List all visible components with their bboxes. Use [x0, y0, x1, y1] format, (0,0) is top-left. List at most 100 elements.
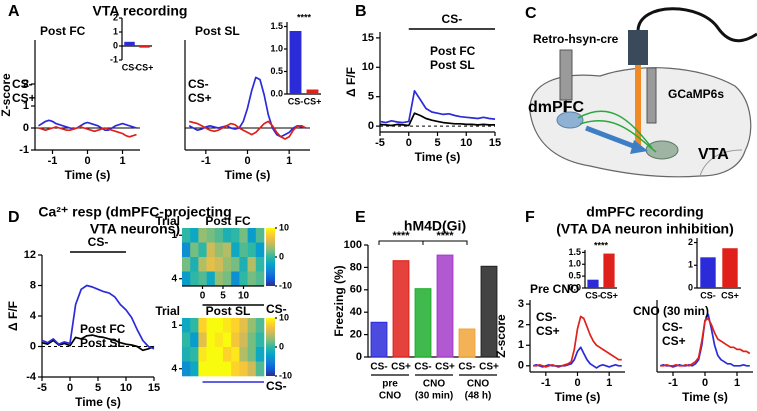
heatmap-cell: [255, 347, 265, 362]
heatmap-cell: [239, 361, 248, 377]
y-tick-label: 3: [518, 298, 524, 310]
inset-y-tick-label: 0.0: [568, 282, 581, 292]
heatmap-cell: [190, 347, 199, 362]
injection-site: [556, 111, 584, 129]
inset-category-label: CS-: [122, 62, 138, 72]
colorbar-tick-label: 10: [279, 222, 289, 232]
inset-category-label: CS-: [288, 96, 304, 106]
heatmap-cell: [206, 271, 216, 287]
series-line: [41, 284, 155, 350]
x-axis-label: Time (s): [555, 390, 601, 404]
inset-category-label: CS-: [700, 290, 716, 300]
inset-y-tick-label: 1: [688, 260, 693, 270]
y-tick-label: 1: [171, 320, 177, 331]
y-tick-label: 60: [350, 284, 362, 296]
target-label: VTA: [698, 146, 729, 163]
heatmap-cell: [214, 228, 224, 243]
y-tick-label: -1: [19, 144, 29, 156]
fiber-cable: [636, 7, 757, 43]
heatmap-cell: [231, 228, 240, 243]
heatmap-cell: [182, 361, 191, 377]
heatmap-cell: [190, 242, 199, 258]
inset-category-label: CS+: [600, 290, 618, 300]
y-tick-label: 12: [24, 249, 36, 261]
heatmap-cell: [239, 318, 248, 333]
x-tick-label: -5: [375, 137, 385, 149]
legend-label: Post SL: [430, 58, 475, 72]
indicator-label: GCaMP6s: [668, 87, 724, 101]
heatmap-cell: [247, 361, 257, 377]
significance-label: ****: [436, 230, 454, 242]
legend-label: CS-: [188, 77, 209, 91]
source-label: dmPFC: [528, 99, 584, 116]
inset-y-tick-label: 1.5: [270, 21, 283, 31]
heatmap-cell: [255, 361, 265, 377]
heatmap-cell: [231, 318, 240, 333]
group-label: CNO: [379, 391, 401, 402]
heatmap-cell: [198, 242, 207, 258]
legend-label: CS+: [662, 334, 686, 348]
y-tick-label: 0: [356, 351, 362, 363]
diagram-c: C Retro-hsyn-cre GCaMP6s dmPFC VTA: [525, 5, 757, 178]
group-label: (48 h): [465, 391, 492, 402]
heatmap-cell: [182, 257, 191, 272]
x-tick-label: CS+: [391, 362, 411, 373]
y-tick-label: 0: [518, 360, 524, 372]
series-line: [188, 120, 307, 140]
x-tick-label: 5: [434, 137, 440, 149]
subtitle: Post SL: [206, 304, 251, 318]
inset-y-tick-label: 1.5: [568, 247, 581, 257]
x-tick-label: 0: [244, 155, 250, 167]
heatmap-cell: [206, 361, 216, 377]
heatmap-cell: [231, 257, 240, 272]
inset-y-tick-label: 0.5: [568, 271, 581, 281]
x-tick-label: 0: [702, 377, 708, 389]
heatmap-cell: [198, 228, 207, 243]
y-axis-label: Z-score: [0, 73, 13, 117]
bar: [480, 265, 498, 358]
heatmap-cell: [247, 332, 257, 348]
heatmap-cell: [223, 347, 232, 362]
legend-label: Post FC: [430, 44, 476, 58]
heatmap-cell: [231, 361, 240, 377]
inset-bar: [289, 31, 302, 94]
panel-label: C: [525, 5, 537, 22]
y-tick-label: 4: [171, 363, 177, 374]
heatmap-cell: [190, 271, 199, 287]
y-tick-label: 0: [23, 122, 29, 134]
inset-bar: [700, 257, 716, 288]
inset-y-tick-label: 2: [688, 237, 693, 247]
colorbar-tick-label: 10: [279, 312, 289, 322]
heatmap-cell: [255, 257, 265, 272]
projection-arrow-head: [630, 140, 648, 154]
bar: [414, 288, 432, 358]
subtitle: Pre CNO: [530, 282, 579, 296]
heatmap-cell: [182, 228, 191, 243]
x-tick-label: CS-: [370, 362, 387, 373]
y-tick-label: 15: [362, 32, 374, 44]
inset-y-tick-label: 0.5: [270, 66, 283, 76]
heatmap-cell: [231, 242, 240, 258]
series-line: [379, 89, 496, 124]
panel-label: E: [355, 209, 366, 226]
x-tick-label: -5: [37, 382, 47, 394]
legend-label: CS+: [188, 91, 212, 105]
legend-label: CS+: [536, 324, 560, 338]
panel-label: D: [8, 209, 20, 226]
x-tick-label: 5: [220, 291, 226, 302]
heatmap-cell: [239, 242, 248, 258]
syringe-right: [646, 67, 657, 124]
heatmap-cell: [231, 271, 240, 287]
heatmap-cell: [255, 332, 265, 348]
heatmap-cell: [182, 347, 191, 362]
virus-label: Retro-hsyn-cre: [533, 32, 619, 46]
heatmap-cell: [182, 242, 191, 258]
colorbar-tick-label: 0: [279, 251, 284, 261]
x-tick-label: 0: [84, 155, 90, 167]
x-axis-label: Time (s): [415, 150, 461, 164]
syringe-left: [559, 49, 573, 101]
inset-y-tick-label: 0: [113, 40, 118, 50]
bar: [392, 260, 410, 358]
heatmap-cell: [214, 242, 224, 258]
